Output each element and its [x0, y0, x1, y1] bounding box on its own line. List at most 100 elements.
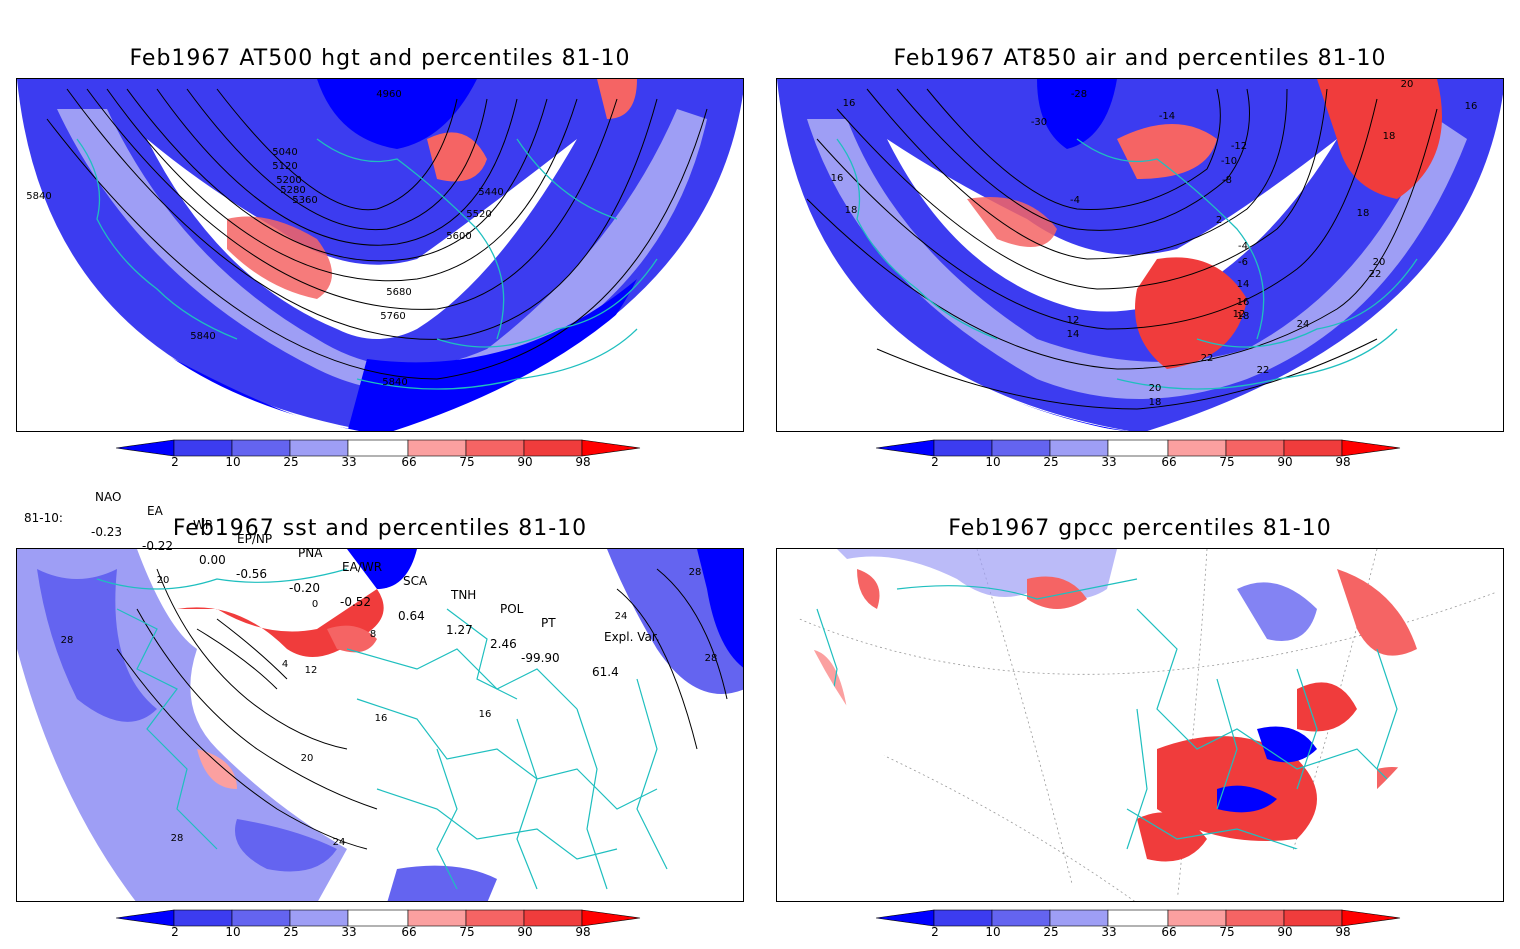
colorbar-tick-label: 75 [1219, 925, 1235, 939]
contour-label: -30 [1031, 117, 1047, 128]
colorbar-tick-label: 98 [575, 455, 591, 469]
index-value: 2.46 [490, 637, 517, 651]
colorbar-swatches [876, 439, 1401, 457]
colorbar-tick-label: 98 [1335, 925, 1351, 939]
map-panel-air850: 16 16 18 -28 -30 -14 -12 -10 -8 -4 2 -4 … [776, 78, 1504, 432]
contour-label: -12 [1231, 141, 1247, 152]
index-value: -99.90 [521, 651, 560, 665]
colorbar-swatch [523, 439, 583, 457]
contour-label: -6 [1238, 257, 1248, 268]
colorbar-tick-label: 90 [1277, 455, 1293, 469]
contour-label: 5120 [272, 161, 297, 172]
colorbar-tick-label: 10 [225, 925, 241, 939]
contour-label: 12 [1067, 315, 1080, 326]
colorbar-swatch [347, 909, 409, 927]
colorbar-tick-label: 66 [401, 925, 417, 939]
panel-title-sst: Feb1967 sst and percentiles 81-10 [172, 516, 588, 541]
colorbar-tick-label: 10 [225, 455, 241, 469]
colorbar-swatch [407, 439, 467, 457]
index-header: NAO [95, 490, 122, 504]
index-value: 0.64 [398, 609, 425, 623]
contour-label: 5360 [292, 195, 317, 206]
map-panel-sst: 28 20 0 4 8 12 16 16 20 24 28 24 28 28 [16, 548, 744, 902]
contour-label: 16 [831, 173, 844, 184]
contour-label: 20 [157, 575, 170, 586]
index-header: POL [500, 602, 524, 616]
colorbar-tick-label: 10 [985, 925, 1001, 939]
index-value: -0.20 [289, 581, 321, 595]
contour-label: -28 [1071, 89, 1087, 100]
contour-label: 5600 [446, 231, 471, 242]
contour-label: 16 [843, 98, 856, 109]
contour-label: 5760 [380, 311, 405, 322]
colorbar-swatches [876, 909, 1401, 927]
contour-label: 5200 [276, 175, 301, 186]
colorbar-tick-label: 90 [517, 455, 533, 469]
contour-label: 20 [1149, 383, 1162, 394]
contour-label: -4 [1070, 195, 1080, 206]
colorbar-arrow-low [116, 909, 175, 927]
contour-label: 4960 [376, 89, 401, 100]
colorbar-swatch [991, 439, 1051, 457]
index-value: -0.52 [340, 595, 372, 609]
contour-label: 16 [375, 713, 388, 724]
contour-label: 28 [61, 635, 74, 646]
index-value: -0.22 [142, 539, 174, 553]
colorbar-tick-label: 75 [459, 925, 475, 939]
contour-label: 18 [1383, 131, 1396, 142]
colorbar-swatch [231, 439, 291, 457]
index-header: EP/NP [237, 532, 273, 546]
colorbar-swatch [231, 909, 291, 927]
indices-value-row: 81-10: -0.23 -0.22 0.00 -0.56 -0.20 -0.5… [0, 497, 760, 679]
index-header: PT [541, 616, 556, 630]
colorbar-tick-label: 33 [1101, 925, 1117, 939]
index-value: -0.23 [91, 525, 123, 539]
colorbar-swatch [1167, 439, 1227, 457]
contour-label: 14 [1237, 279, 1250, 290]
index-value: 61.4 [592, 665, 619, 679]
colorbar-tick-label: 33 [341, 455, 357, 469]
colorbar-arrow-high [581, 909, 641, 927]
colorbar-swatches [116, 909, 641, 927]
colorbar-tick-label: 33 [341, 925, 357, 939]
contour-label: 8 [370, 629, 376, 640]
index-value: -0.56 [236, 567, 268, 581]
index-header: EA/WR [342, 560, 383, 574]
colorbar-tick-label: 2 [171, 925, 179, 939]
panel-title-air850: Feb1967 AT850 air and percentiles 81-10 [893, 46, 1387, 71]
colorbar-tick-label: 98 [575, 925, 591, 939]
colorbar-swatch [991, 909, 1051, 927]
index-header: SCA [403, 574, 428, 588]
colorbar-swatch [289, 439, 349, 457]
colorbar-tick-label: 2 [931, 925, 939, 939]
contour-label: 16 [1465, 101, 1478, 112]
contour-label: 5840 [190, 331, 215, 342]
contour-label: 5840 [382, 377, 407, 388]
index-header: PNA [298, 546, 323, 560]
colorbar-arrow-high [581, 439, 641, 457]
colorbar-tick-label: 25 [283, 925, 299, 939]
contour-label: 24 [615, 611, 628, 622]
colorbar-swatch [1107, 439, 1169, 457]
colorbar-swatch [1225, 439, 1285, 457]
colorbar-arrow-low [876, 439, 935, 457]
colorbar-tick-label: 66 [401, 455, 417, 469]
colorbar-tick-label: 25 [283, 455, 299, 469]
index-value: 1.27 [446, 623, 473, 637]
colorbar-swatch [1283, 909, 1343, 927]
colorbar-swatch [1225, 909, 1285, 927]
colorbar-swatches [116, 439, 641, 457]
contour-label: 2 [1216, 215, 1222, 226]
contour-label: 20 [301, 753, 314, 764]
contour-label: 20 [1401, 79, 1414, 90]
contour-label: 5520 [466, 209, 491, 220]
colorbar-bottom-left: 2 10 25 33 66 75 90 98 [116, 909, 676, 949]
colorbar-tick-label: 75 [459, 455, 475, 469]
contour-label: 5440 [478, 187, 503, 198]
colorbar-tick-label: 90 [517, 925, 533, 939]
colorbar-swatch [289, 909, 349, 927]
index-header: TNH [451, 588, 477, 602]
colorbar-swatch [173, 439, 233, 457]
colorbar-tick-label: 75 [1219, 455, 1235, 469]
colorbar-tick-label: 2 [171, 455, 179, 469]
